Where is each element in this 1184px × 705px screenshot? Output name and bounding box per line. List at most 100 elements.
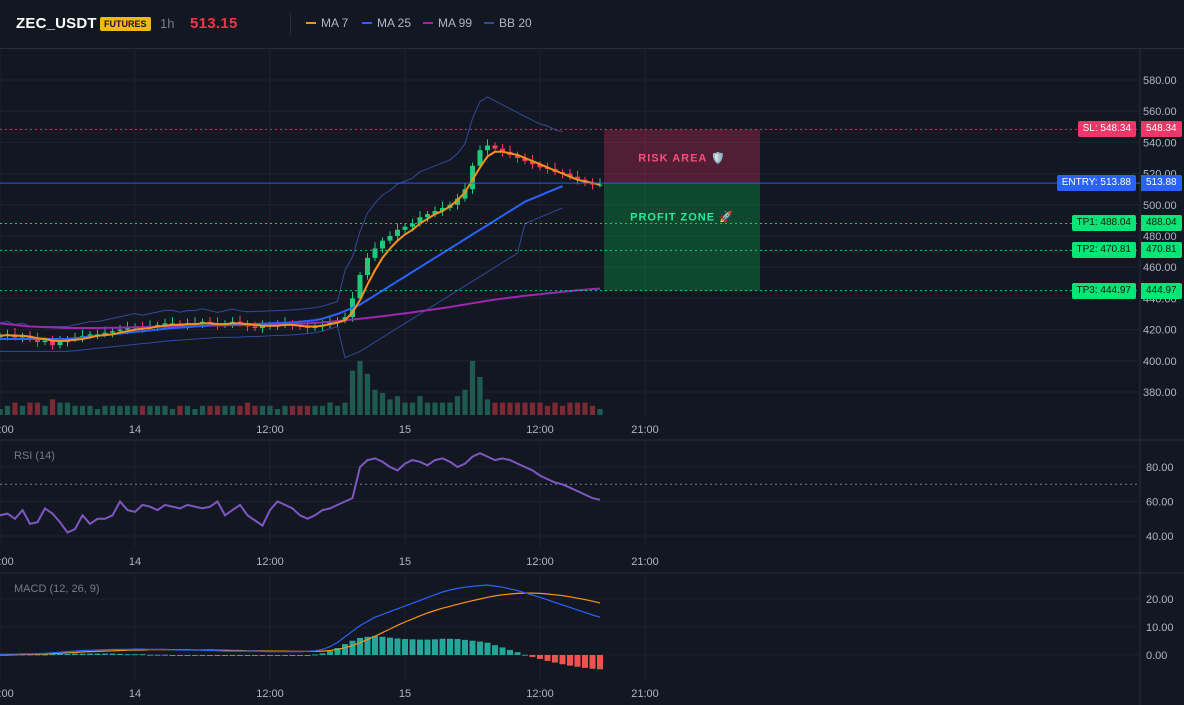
candle-body [597,184,603,186]
price-x-tick-label: 21:00 [631,424,659,436]
macd-x-tick-label: 14 [129,688,141,700]
candle-body [567,173,573,177]
volume-bar [49,399,56,415]
candle-body [492,145,498,149]
macd-histogram-bar [162,654,168,656]
volume-bar [424,402,431,415]
candle-body [470,165,475,190]
volume-bar [244,402,251,415]
volume-bar [229,405,236,415]
volume-bar [319,405,326,415]
price-x-tick-label: 12:00 [256,424,284,436]
macd-histogram-bar [567,655,573,666]
volume-bar [147,405,153,415]
ma7-line [0,150,601,343]
rsi-tick-label: 40.00 [1146,531,1174,543]
rsi-x-tick-label: 12:00 [0,556,14,568]
macd-histogram-bar [499,647,506,655]
rsi-x-tick-label: 15 [399,556,411,568]
volume-bar [259,405,266,415]
macd-histogram-bar [34,654,41,656]
candle-body [500,148,505,152]
volume-bar [379,393,386,415]
volume-bar [552,402,558,415]
macd-histogram-bar [237,655,243,656]
volume-bar [304,405,311,415]
macd-histogram-bar [117,653,123,655]
rsi-x-tick-label: 12:00 [256,556,284,568]
macd-histogram-bar [49,654,56,656]
macd-histogram-bar [559,655,566,665]
macd-histogram-bar [274,655,281,656]
volume-bar [162,405,168,415]
macd-histogram-bar [72,653,78,655]
volume-bar [169,409,176,415]
candle-body [162,323,168,325]
macd-histogram-bar [94,653,101,655]
candle-body [485,145,490,151]
candle-body [387,236,393,241]
level-tag-tp2: TP2: 470.81 [1071,242,1136,259]
legend-ma25[interactable]: MA 25 [362,16,411,30]
volume-bar [252,405,258,415]
macd-x-tick-label: 12:00 [0,688,14,700]
legend-ma7[interactable]: MA 7 [306,16,348,30]
candle-body [537,164,543,168]
price-tick-label: 420.00 [1143,325,1177,337]
volume-bar [154,405,161,415]
macd-histogram-bar [342,644,348,655]
volume-bar [597,409,603,415]
volume-bar [372,389,378,415]
candle-body [477,150,483,166]
macd-histogram-bar [432,639,438,655]
rsi-line [0,452,601,534]
candle-body [260,326,265,329]
macd-tick-label: 20.00 [1146,594,1174,606]
macd-histogram-bar [454,639,461,655]
macd-histogram-bar [304,655,311,656]
macd-histogram-bar [439,638,446,655]
macd-histogram-bar [372,635,378,655]
candle-body [462,189,468,199]
volume-bar [132,405,138,415]
volume-bar [447,402,453,415]
macd-histogram-bar [507,649,513,655]
timeframe-label[interactable]: 1h [160,16,175,31]
macd-histogram-bar [447,638,453,655]
macd-histogram-bar [267,655,273,656]
macd-histogram-bar [132,654,138,656]
volume-bar [124,405,131,415]
level-tag-sl: SL: 548.34 [1077,121,1136,138]
volume-bar [117,405,123,415]
macd-histogram-bar [147,654,153,656]
volume-bar [439,402,446,415]
volume-bar [537,402,543,415]
symbol-title[interactable]: ZEC_USDT [16,15,97,32]
macd-tick-label: 0.00 [1146,650,1167,662]
volume-bar [289,405,296,415]
candle-body [402,226,408,230]
macd-histogram-bar [139,654,146,656]
volume-bar [559,405,566,415]
macd-histogram-bar [124,654,131,656]
legend-bb20[interactable]: BB 20 [484,16,532,30]
volume-bar [409,402,416,415]
macd-line [0,584,601,655]
legend-ma99[interactable]: MA 99 [423,16,472,30]
macd-tick-label: 10.00 [1146,622,1174,634]
legend-swatch-ma7 [306,22,316,24]
risk-area-label: RISK AREA 🛡️ [638,151,725,164]
volume-bar [0,409,3,415]
macd-histogram-bar [244,655,251,656]
candle-body [417,217,423,224]
volume-bar [87,405,93,415]
macd-histogram-bar [312,654,318,656]
rsi-x-tick-label: 12:00 [526,556,554,568]
macd-histogram-bar [327,651,333,655]
volume-bar [207,405,213,415]
candle-body [102,332,108,335]
macd-x-tick-label: 12:00 [526,688,554,700]
macd-title: MACD (12, 26, 9) [14,583,100,595]
profit-zone [604,183,760,291]
